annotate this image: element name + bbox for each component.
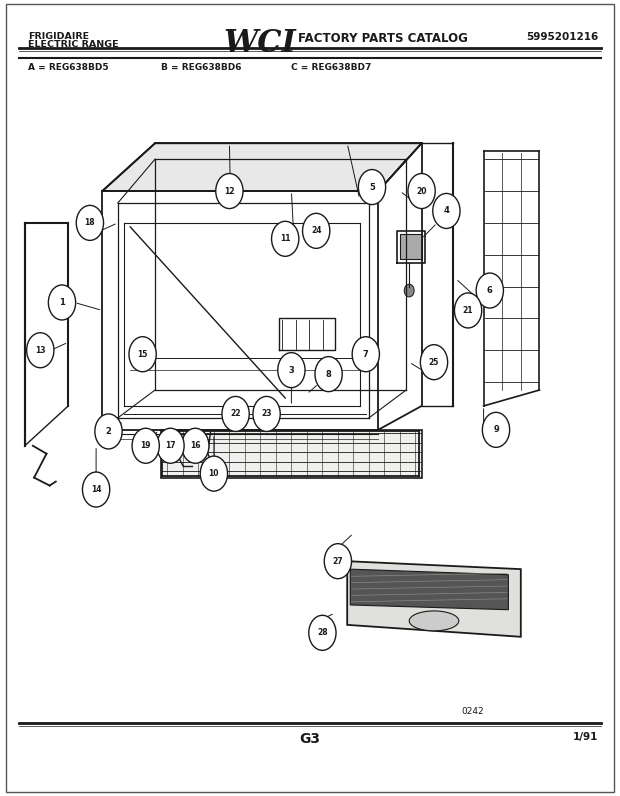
Text: ELECTRIC RANGE: ELECTRIC RANGE — [28, 40, 118, 49]
Text: 12: 12 — [224, 186, 234, 196]
Circle shape — [454, 293, 482, 328]
Circle shape — [278, 353, 305, 388]
Circle shape — [76, 205, 104, 240]
Circle shape — [404, 284, 414, 297]
Text: 8: 8 — [326, 369, 332, 379]
Circle shape — [433, 193, 460, 228]
Circle shape — [48, 285, 76, 320]
Text: 24: 24 — [311, 226, 321, 236]
Circle shape — [272, 221, 299, 256]
Text: FACTORY PARTS CATALOG: FACTORY PARTS CATALOG — [298, 32, 467, 45]
Text: C = REG638BD7: C = REG638BD7 — [291, 63, 372, 72]
Circle shape — [315, 357, 342, 392]
Text: 0242: 0242 — [461, 708, 484, 716]
Text: B = REG638BD6: B = REG638BD6 — [161, 63, 242, 72]
Text: 20: 20 — [417, 186, 427, 196]
Text: 3: 3 — [288, 365, 294, 375]
Circle shape — [182, 428, 209, 463]
Text: 18: 18 — [84, 218, 95, 228]
Text: 5: 5 — [369, 182, 375, 192]
Circle shape — [324, 544, 352, 579]
Text: 22: 22 — [231, 409, 241, 419]
Text: G3: G3 — [299, 732, 321, 747]
Circle shape — [352, 337, 379, 372]
Circle shape — [408, 174, 435, 209]
Text: 11: 11 — [280, 234, 290, 244]
Circle shape — [82, 472, 110, 507]
Circle shape — [200, 456, 228, 491]
Text: 14: 14 — [91, 485, 101, 494]
Text: A = REG638BD5: A = REG638BD5 — [28, 63, 108, 72]
Text: 19: 19 — [141, 441, 151, 451]
Text: 15: 15 — [138, 349, 148, 359]
Text: WCI: WCI — [223, 28, 296, 59]
Text: 10: 10 — [209, 469, 219, 478]
Text: 13: 13 — [35, 345, 45, 355]
Text: 7: 7 — [363, 349, 369, 359]
Circle shape — [309, 615, 336, 650]
Circle shape — [157, 428, 184, 463]
Text: 1: 1 — [59, 298, 65, 307]
Circle shape — [222, 396, 249, 431]
Circle shape — [216, 174, 243, 209]
Text: 16: 16 — [190, 441, 200, 451]
Text: 4: 4 — [443, 206, 449, 216]
Text: 5995201216: 5995201216 — [526, 32, 598, 42]
Ellipse shape — [409, 611, 459, 630]
Text: 9: 9 — [493, 425, 499, 435]
Text: FRIGIDAIRE: FRIGIDAIRE — [28, 32, 89, 41]
Text: 23: 23 — [262, 409, 272, 419]
Text: 27: 27 — [332, 556, 343, 566]
Circle shape — [27, 333, 54, 368]
Polygon shape — [161, 430, 422, 478]
Polygon shape — [347, 561, 521, 637]
Circle shape — [303, 213, 330, 248]
Polygon shape — [102, 143, 422, 191]
Circle shape — [358, 170, 386, 205]
Circle shape — [253, 396, 280, 431]
Circle shape — [476, 273, 503, 308]
Circle shape — [420, 345, 448, 380]
Text: 17: 17 — [165, 441, 176, 451]
Circle shape — [95, 414, 122, 449]
Text: 1/91: 1/91 — [573, 732, 598, 743]
Text: 2: 2 — [105, 427, 112, 436]
Polygon shape — [350, 569, 508, 610]
Polygon shape — [400, 234, 422, 259]
Text: 21: 21 — [463, 306, 473, 315]
Circle shape — [482, 412, 510, 447]
Circle shape — [132, 428, 159, 463]
Text: 25: 25 — [429, 357, 439, 367]
Text: 28: 28 — [317, 628, 328, 638]
Text: 6: 6 — [487, 286, 493, 295]
Circle shape — [129, 337, 156, 372]
